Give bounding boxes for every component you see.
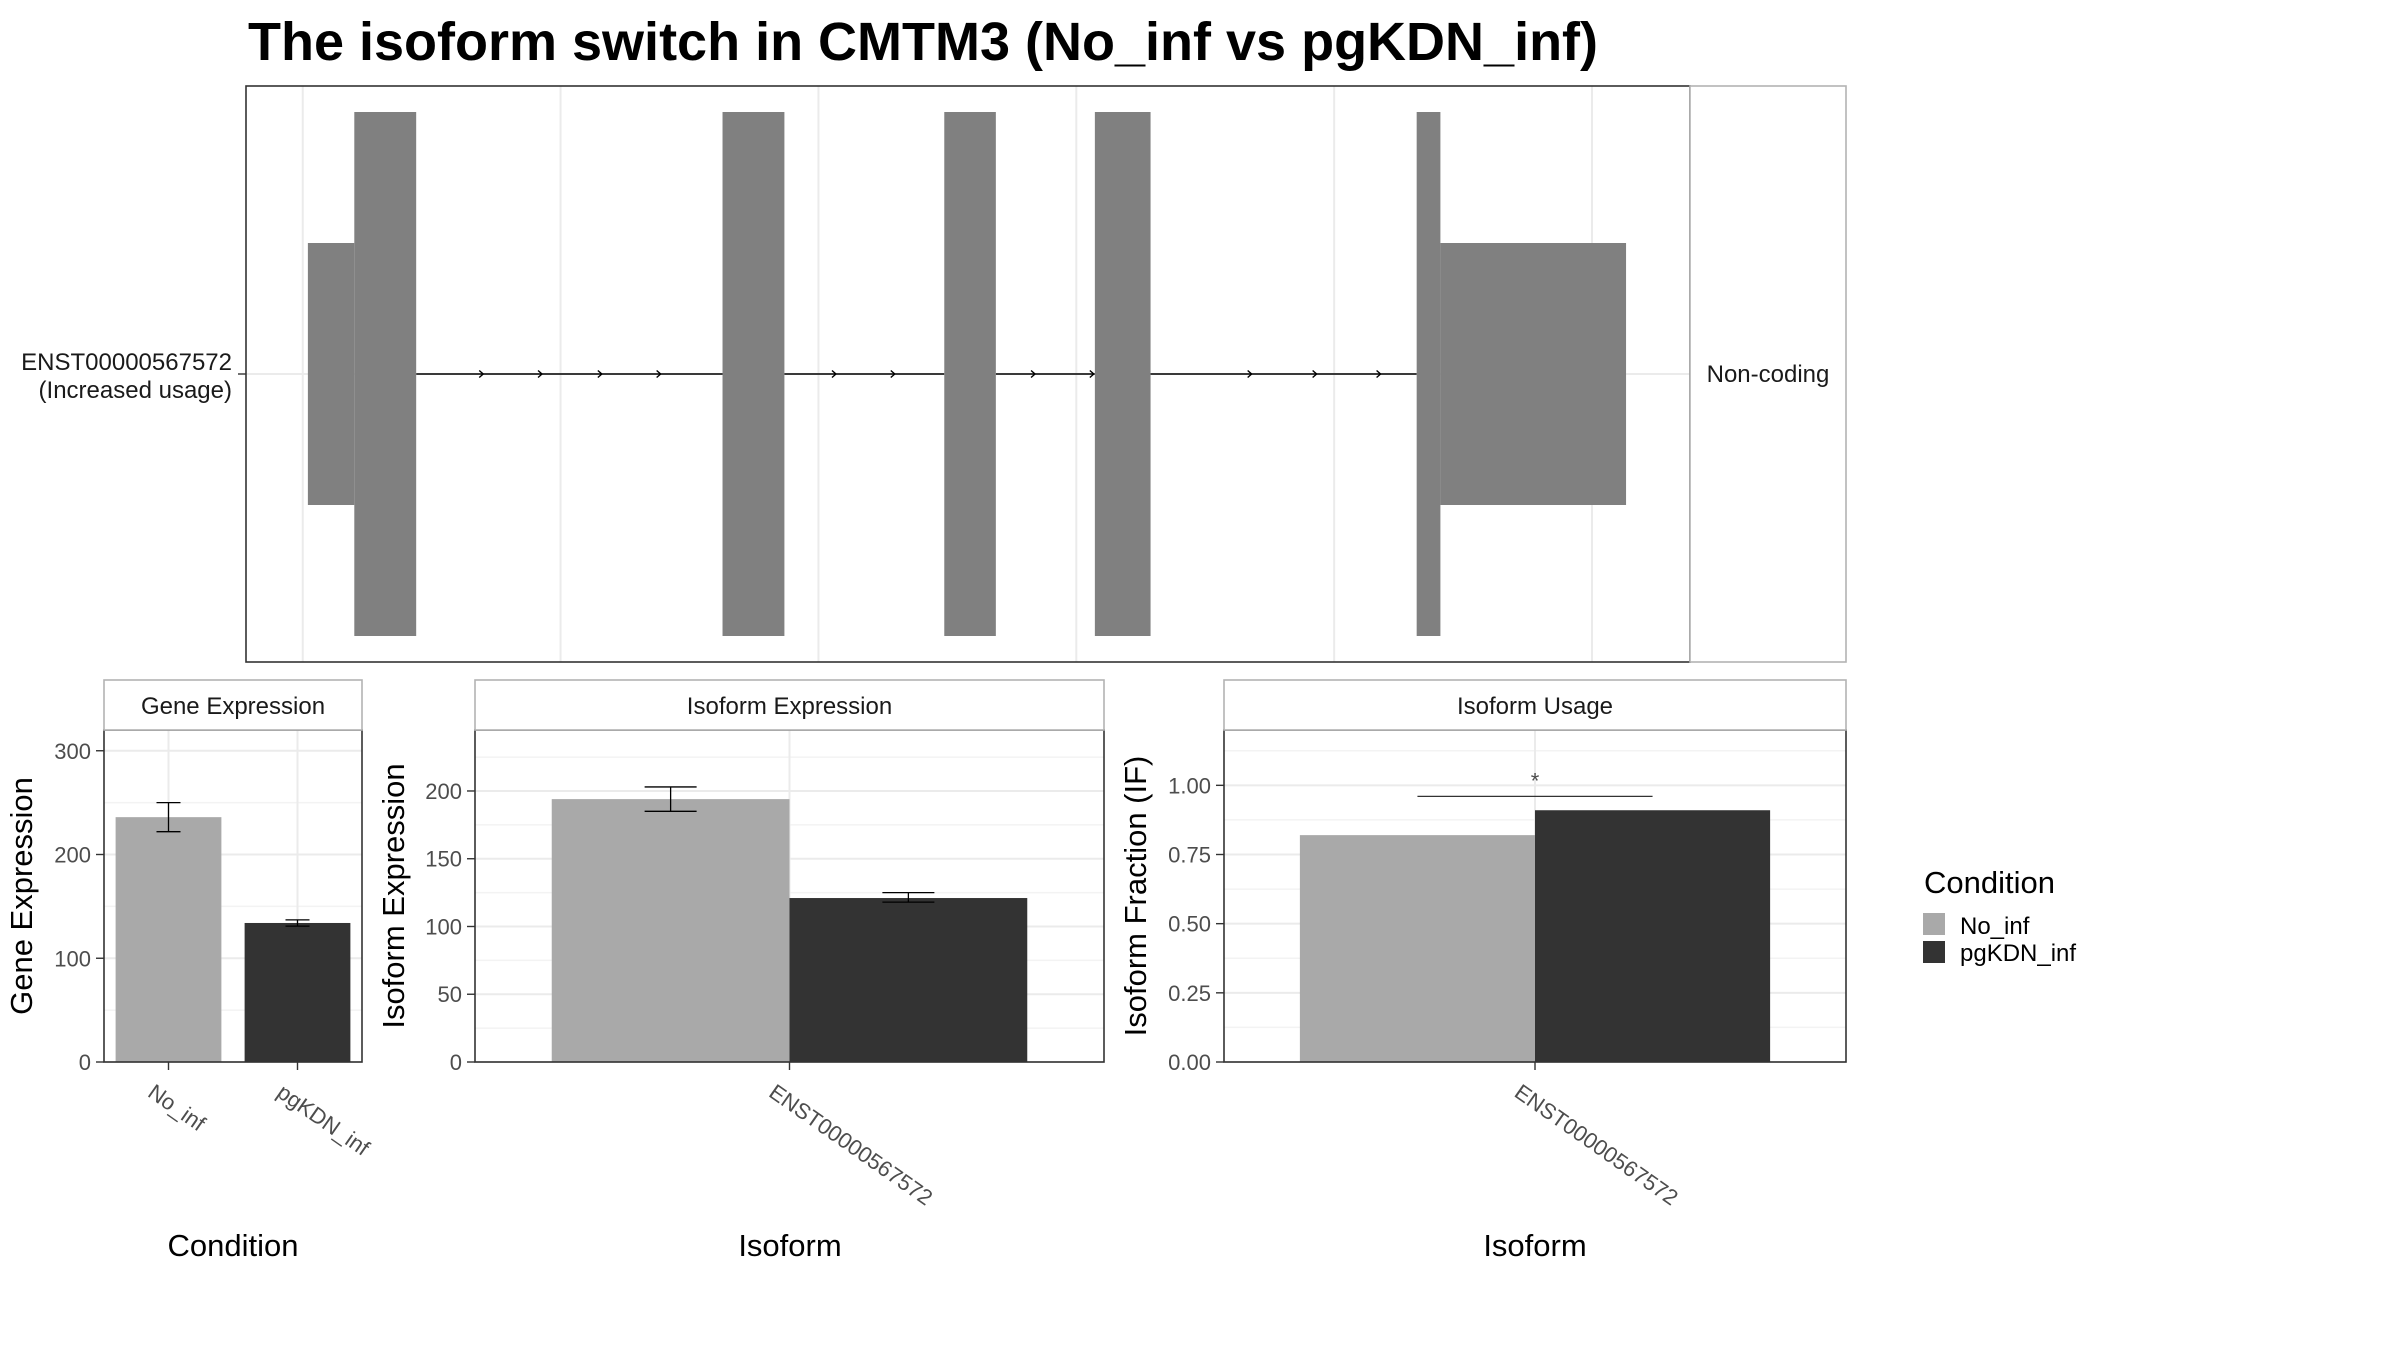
intron-direction-arrow — [1089, 369, 1095, 379]
exon — [944, 112, 996, 636]
y-tick-label: 0 — [79, 1050, 91, 1075]
significance-marker: * — [1531, 768, 1540, 793]
exon — [307, 243, 355, 505]
exon — [354, 112, 417, 636]
x-axis-title: Isoform — [738, 1228, 841, 1263]
bar-no-inf — [1299, 835, 1535, 1062]
exon — [1094, 112, 1151, 636]
intron-direction-arrow — [597, 369, 603, 379]
y-tick-label: 200 — [54, 843, 91, 868]
bar-no-inf — [115, 817, 222, 1062]
y-tick-label: 100 — [425, 914, 462, 939]
y-tick-label: 0.25 — [1168, 981, 1211, 1006]
transcript-id-label: ENST00000567572 — [21, 349, 232, 376]
panel-strip-title: Isoform Expression — [687, 693, 892, 720]
exon — [1416, 112, 1441, 636]
intron-direction-arrow — [478, 369, 485, 379]
legend-key-no-inf — [1923, 913, 1945, 935]
legend-label-no-inf: No_inf — [1960, 913, 2030, 940]
y-axis-title: Isoform Expression — [376, 763, 411, 1028]
legend-title: Condition — [1924, 865, 2055, 900]
intron-direction-arrow — [537, 369, 544, 379]
intron-direction-arrow — [1247, 369, 1253, 379]
panel-strip — [474, 679, 1105, 731]
y-tick-label: 150 — [425, 847, 462, 872]
intron-direction-arrow — [831, 369, 838, 379]
bar-pgkdn-inf — [1535, 810, 1771, 1062]
panel-strip-title: Isoform Usage — [1457, 693, 1613, 720]
panel-strip — [103, 679, 363, 731]
y-tick-label: 50 — [438, 982, 462, 1007]
intron-direction-arrow — [890, 369, 896, 379]
bar-pgkdn-inf — [244, 922, 351, 1062]
x-axis-title: Isoform — [1483, 1228, 1586, 1263]
panel-strip-title: Gene Expression — [141, 693, 325, 720]
y-tick-label: 0.50 — [1168, 912, 1211, 937]
exon — [1440, 243, 1627, 505]
legend-key-pgkdn-inf — [1923, 941, 1945, 963]
bar-pgkdn-inf — [789, 898, 1028, 1062]
intron-direction-arrow — [1030, 369, 1037, 379]
y-tick-label: 0 — [450, 1050, 462, 1075]
intron-direction-arrow — [1312, 369, 1318, 379]
y-tick-label: 200 — [425, 779, 462, 804]
y-tick-label: 1.00 — [1168, 773, 1211, 798]
figure-title: The isoform switch in CMTM3 (No_inf vs p… — [248, 12, 1598, 72]
x-axis-title: Condition — [168, 1228, 299, 1263]
y-axis-title: Gene Expression — [4, 777, 39, 1015]
transcript-usage-label: (Increased usage) — [39, 377, 232, 404]
structure-side-strip — [1689, 85, 1847, 663]
coding-status-label: Non-coding — [1707, 361, 1830, 388]
y-tick-label: 0.00 — [1168, 1050, 1211, 1075]
intron-direction-arrow — [656, 369, 662, 379]
condition-legend: Condition No_inf pgKDN_inf — [1923, 865, 2076, 967]
legend-label-pgkdn-inf: pgKDN_inf — [1960, 940, 2076, 967]
intron-direction-arrow — [1376, 369, 1382, 379]
y-tick-label: 100 — [54, 946, 91, 971]
transcript-structure-panel: Non-coding ENST00000567572(Increased usag… — [21, 85, 1847, 663]
y-axis-title: Isoform Fraction (IF) — [1118, 756, 1153, 1037]
panel-strip — [1223, 679, 1847, 731]
bar-no-inf — [551, 799, 790, 1062]
y-tick-label: 0.75 — [1168, 843, 1211, 868]
exon — [722, 112, 785, 636]
y-tick-label: 300 — [54, 739, 91, 764]
